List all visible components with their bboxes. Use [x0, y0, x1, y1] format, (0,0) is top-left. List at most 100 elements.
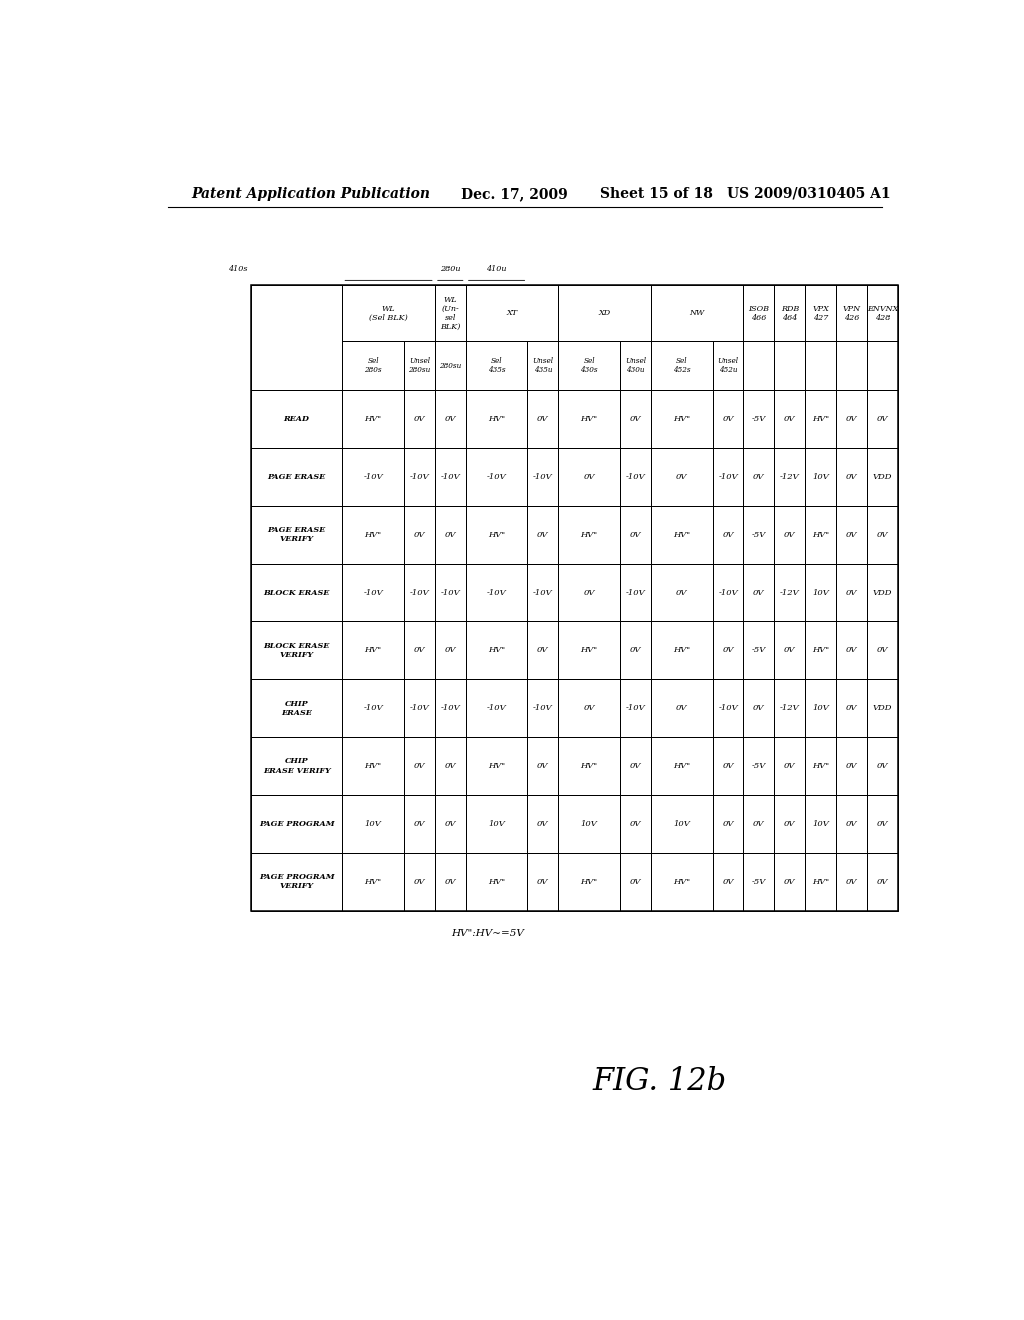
- Bar: [466, 564, 527, 622]
- Bar: [558, 564, 620, 622]
- Bar: [620, 342, 651, 391]
- Text: VPN
426: VPN 426: [843, 305, 860, 322]
- Text: -10V: -10V: [626, 589, 645, 597]
- Bar: [435, 342, 466, 391]
- Bar: [867, 342, 898, 391]
- Bar: [620, 447, 651, 506]
- Text: 0V: 0V: [846, 473, 857, 480]
- Bar: [867, 680, 898, 737]
- Bar: [558, 447, 620, 506]
- Bar: [805, 622, 836, 680]
- Text: XD: XD: [599, 309, 610, 317]
- Text: HV": HV": [673, 762, 690, 770]
- Text: HV": HV": [812, 878, 829, 886]
- Bar: [620, 737, 651, 795]
- Bar: [743, 853, 774, 911]
- Text: HV": HV": [365, 531, 382, 539]
- Text: RDB
464: RDB 464: [780, 305, 799, 322]
- Bar: [836, 737, 867, 795]
- Text: 410u: 410u: [486, 265, 507, 273]
- Bar: [651, 447, 713, 506]
- Bar: [466, 285, 558, 342]
- Text: 0V: 0V: [444, 647, 456, 655]
- Text: 0V: 0V: [444, 878, 456, 886]
- Bar: [867, 506, 898, 564]
- Bar: [527, 391, 558, 447]
- Text: -10V: -10V: [364, 589, 383, 597]
- Text: 0V: 0V: [444, 531, 456, 539]
- Text: 0V: 0V: [630, 647, 641, 655]
- Bar: [404, 564, 435, 622]
- Bar: [527, 447, 558, 506]
- Text: -10V: -10V: [486, 704, 507, 713]
- Text: 0V: 0V: [630, 762, 641, 770]
- Text: Dec. 17, 2009: Dec. 17, 2009: [461, 187, 568, 201]
- Bar: [836, 342, 867, 391]
- Text: HV": HV": [673, 647, 690, 655]
- Text: HV": HV": [365, 647, 382, 655]
- Bar: [435, 564, 466, 622]
- Text: 0V: 0V: [722, 878, 734, 886]
- Text: 0V: 0V: [584, 589, 595, 597]
- Text: 0V: 0V: [877, 878, 888, 886]
- Text: READ: READ: [284, 414, 309, 422]
- Bar: [651, 285, 743, 342]
- Text: -10V: -10V: [626, 704, 645, 713]
- Text: 0V: 0V: [754, 704, 765, 713]
- Text: Unsel
452u: Unsel 452u: [718, 358, 738, 375]
- Text: 0V: 0V: [630, 414, 641, 422]
- Text: 10V: 10V: [812, 473, 829, 480]
- Bar: [558, 391, 620, 447]
- Bar: [867, 737, 898, 795]
- Bar: [805, 564, 836, 622]
- Text: -10V: -10V: [486, 473, 507, 480]
- Bar: [527, 506, 558, 564]
- Bar: [805, 737, 836, 795]
- Bar: [651, 795, 713, 853]
- Bar: [805, 680, 836, 737]
- Text: 0V: 0V: [444, 762, 456, 770]
- Bar: [774, 680, 805, 737]
- Text: Unsel
435u: Unsel 435u: [532, 358, 553, 375]
- Text: HV": HV": [581, 762, 598, 770]
- Bar: [836, 285, 867, 342]
- Text: 0V: 0V: [676, 473, 687, 480]
- Bar: [651, 622, 713, 680]
- Text: Sheet 15 of 18: Sheet 15 of 18: [600, 187, 713, 201]
- Text: 0V: 0V: [846, 647, 857, 655]
- Text: HV": HV": [581, 531, 598, 539]
- Bar: [466, 342, 527, 391]
- Bar: [774, 342, 805, 391]
- Text: HV": HV": [673, 878, 690, 886]
- Bar: [713, 680, 743, 737]
- Bar: [805, 391, 836, 447]
- Text: CHIP
ERASE VERIFY: CHIP ERASE VERIFY: [263, 758, 331, 775]
- Text: 0V: 0V: [676, 589, 687, 597]
- Bar: [342, 680, 404, 737]
- Text: PAGE PROGRAM: PAGE PROGRAM: [259, 820, 335, 828]
- Text: WL
(Sel BLK): WL (Sel BLK): [370, 305, 408, 322]
- Text: -10V: -10V: [534, 704, 553, 713]
- Bar: [774, 447, 805, 506]
- Text: HV": HV": [365, 762, 382, 770]
- Text: 0V: 0V: [784, 531, 796, 539]
- Bar: [435, 853, 466, 911]
- Bar: [466, 447, 527, 506]
- Bar: [651, 853, 713, 911]
- Bar: [558, 795, 620, 853]
- Text: Sel
452s: Sel 452s: [673, 358, 690, 375]
- Bar: [466, 737, 527, 795]
- Bar: [713, 853, 743, 911]
- Text: -12V: -12V: [780, 704, 800, 713]
- Text: 0V: 0V: [846, 878, 857, 886]
- Text: 0V: 0V: [846, 762, 857, 770]
- Text: Sel
435s: Sel 435s: [487, 358, 506, 375]
- Text: -10V: -10V: [410, 589, 429, 597]
- Bar: [620, 391, 651, 447]
- Text: WL
(Un-
sel
BLK): WL (Un- sel BLK): [440, 296, 461, 331]
- Bar: [743, 285, 774, 342]
- Text: PAGE ERASE: PAGE ERASE: [267, 473, 326, 480]
- Text: BLOCK ERASE: BLOCK ERASE: [263, 589, 330, 597]
- Text: 0V: 0V: [414, 414, 425, 422]
- Bar: [836, 447, 867, 506]
